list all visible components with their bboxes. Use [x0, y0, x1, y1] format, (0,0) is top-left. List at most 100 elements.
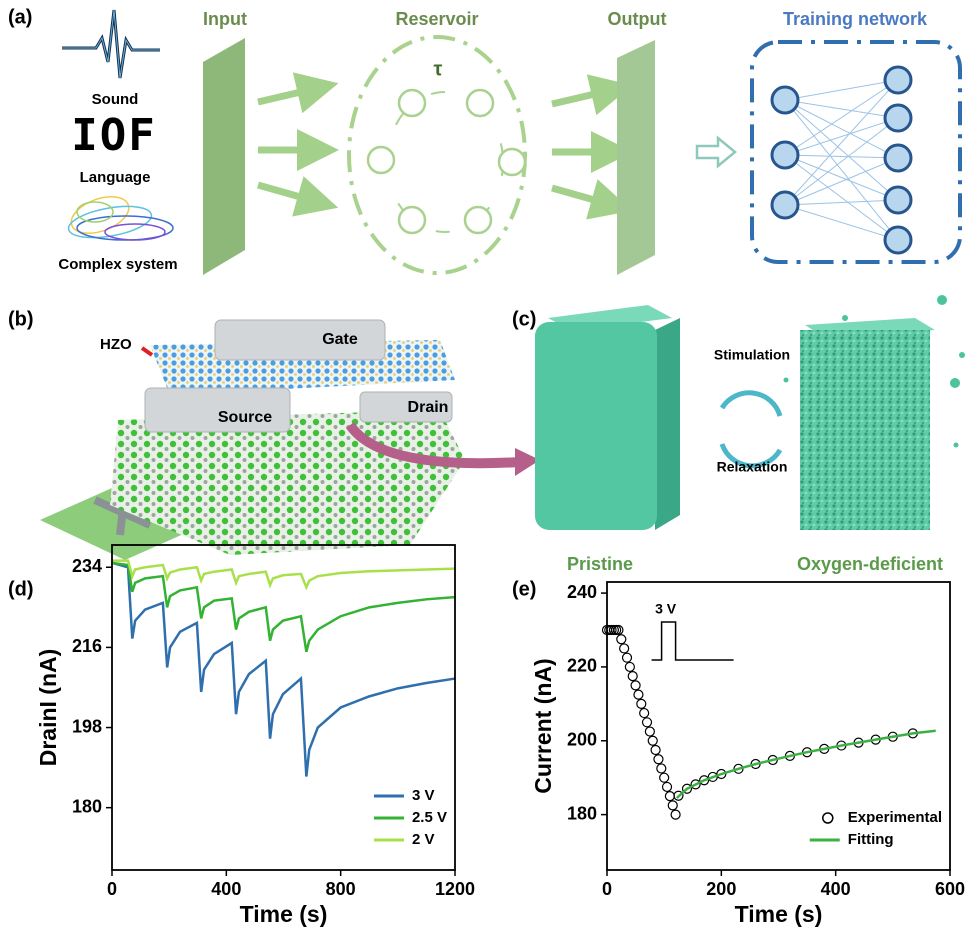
data-point	[634, 690, 643, 699]
hzo-arrow	[142, 348, 152, 355]
reservoir-nodes-part	[399, 90, 425, 116]
panel-a: (a) Sound IOF Language Complex system In…	[8, 6, 960, 275]
pristine-side	[655, 318, 680, 530]
data-point	[623, 653, 632, 662]
y-tick-label: 220	[567, 656, 597, 676]
data-point	[640, 709, 649, 718]
ions-part	[937, 295, 947, 305]
y-axis-title: DrainI (nA)	[35, 649, 61, 767]
arrows-part	[258, 88, 318, 102]
reservoir-nodes-part	[399, 207, 425, 233]
data-point	[648, 736, 657, 745]
legend-label: 3 V	[412, 787, 435, 804]
data-point	[668, 801, 677, 810]
data-point	[660, 773, 669, 782]
output-layer	[617, 40, 655, 275]
tau: τ	[434, 58, 443, 80]
ions-part	[959, 352, 965, 358]
legend-label: Experimental	[848, 809, 942, 826]
ions-part	[784, 378, 789, 383]
reservoir-nodes	[368, 90, 525, 233]
panel-b: (b) Gate Source Drain HZO	[8, 308, 540, 560]
panel-label: (e)	[512, 578, 536, 600]
label: Relaxation	[717, 459, 788, 475]
x-tick-label: 800	[326, 879, 356, 899]
data-point	[631, 681, 640, 690]
panel-c: (c) Pristine Stimulation Relaxation Oxyg…	[512, 295, 965, 574]
data-point	[625, 662, 634, 671]
deficient-block	[800, 330, 930, 530]
label: Complex system	[58, 256, 177, 273]
x-axis-title: Time (s)	[240, 901, 328, 927]
gate-electrode	[215, 320, 385, 360]
data-point	[645, 727, 654, 736]
y-tick-label: 240	[567, 582, 597, 602]
label: Sound	[92, 91, 139, 108]
network-nodes-part	[772, 192, 798, 218]
label: Source	[218, 409, 272, 426]
legend-label: Fitting	[848, 831, 894, 848]
label: Gate	[322, 331, 358, 348]
arrows-part	[552, 188, 612, 205]
ions-part	[842, 315, 848, 321]
y-axis-title: Current (nA)	[530, 658, 556, 793]
panel-label: (b)	[8, 308, 34, 330]
network-nodes	[772, 67, 911, 253]
plot-frame	[112, 545, 455, 870]
x-tick-label: 0	[107, 879, 117, 899]
y-tick-label: 234	[72, 556, 102, 576]
y-tick-label: 216	[72, 636, 102, 656]
x-tick-label: 400	[211, 879, 241, 899]
pristine-block	[535, 322, 657, 530]
network-edges-part	[785, 80, 898, 240]
heading: Training network	[783, 9, 928, 29]
heading: Input	[203, 9, 247, 29]
inset-pulse	[652, 622, 734, 660]
data-point	[617, 635, 626, 644]
data-point	[651, 746, 660, 755]
cycle-arrow	[722, 393, 780, 416]
annotation: 3 V	[655, 601, 677, 617]
reservoir-nodes-part	[465, 207, 491, 233]
sound-icon	[62, 10, 160, 78]
label: Pristine	[567, 554, 633, 574]
y-tick-label: 180	[72, 796, 102, 816]
heading: Output	[608, 9, 667, 29]
network-nodes-part	[885, 187, 911, 213]
x-tick-label: 600	[935, 879, 965, 899]
arrows-part	[552, 90, 612, 104]
label: Stimulation	[714, 347, 790, 363]
reservoir-nodes-part	[368, 147, 394, 173]
label: Drain	[408, 399, 449, 416]
reservoir-nodes-part	[467, 90, 493, 116]
network-edges	[785, 80, 898, 240]
panel-label: (d)	[8, 578, 34, 600]
figure: (a) Sound IOF Language Complex system In…	[0, 0, 968, 936]
legend-swatch	[823, 813, 833, 823]
network-nodes-part	[885, 67, 911, 93]
language-icon: IOF	[71, 110, 156, 161]
legend-label: 2 V	[412, 831, 435, 848]
data-point	[665, 792, 674, 801]
data-point	[643, 718, 652, 727]
x-tick-label: 200	[706, 879, 736, 899]
reservoir-nodes-part	[499, 149, 525, 175]
network-nodes-part	[772, 142, 798, 168]
data-point	[637, 699, 646, 708]
label: Oxygen-deficient	[797, 554, 943, 574]
heading: Reservoir	[395, 9, 478, 29]
arrows	[258, 88, 612, 205]
input-layer	[203, 38, 245, 275]
data-point	[663, 782, 672, 791]
network-nodes-part	[885, 105, 911, 131]
x-tick-label: 400	[821, 879, 851, 899]
series-line	[677, 731, 936, 798]
data-point	[657, 764, 666, 773]
x-tick-label: 1200	[435, 879, 475, 899]
panel-label: (c)	[512, 308, 536, 330]
legend-label: 2.5 V	[412, 809, 447, 826]
data-point	[654, 755, 663, 764]
y-tick-label: 200	[567, 730, 597, 750]
network-nodes-part	[885, 145, 911, 171]
ions-part	[954, 443, 959, 448]
